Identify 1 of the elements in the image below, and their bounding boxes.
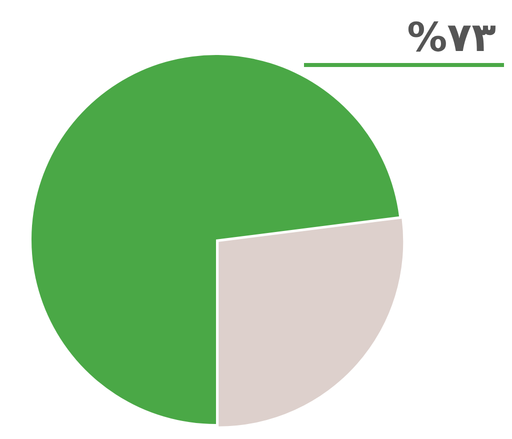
data-label: %۷۳ [407, 15, 496, 61]
